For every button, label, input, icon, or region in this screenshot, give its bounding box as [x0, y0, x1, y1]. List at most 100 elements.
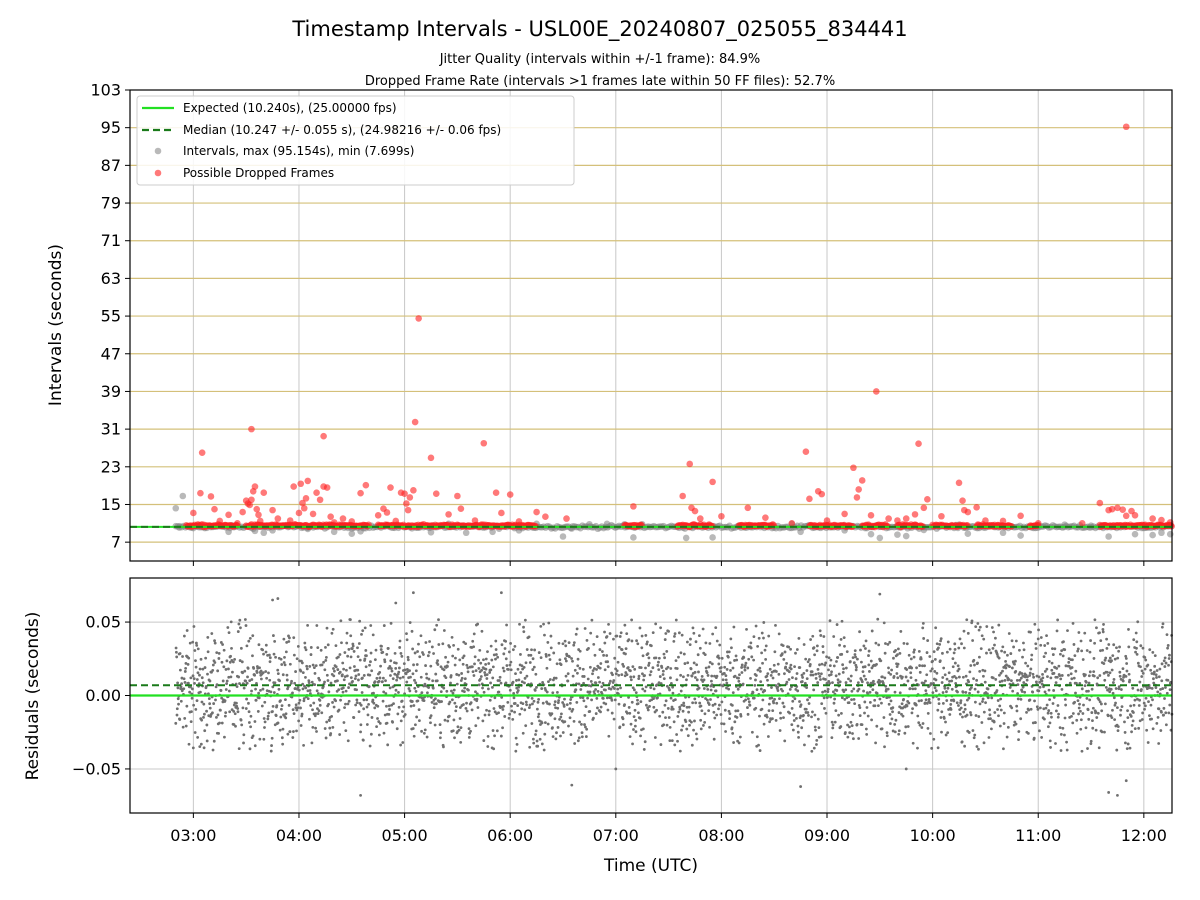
dropped-frame-point: [1034, 520, 1042, 527]
residual-point: [835, 623, 839, 626]
residual-point: [379, 648, 383, 651]
residual-point: [582, 699, 586, 703]
residual-point: [192, 625, 196, 628]
residual-point: [1141, 646, 1145, 650]
residual-point: [610, 698, 614, 702]
residual-point: [903, 731, 907, 735]
residual-point: [576, 739, 580, 743]
residual-point: [1041, 676, 1045, 680]
residual-point: [567, 641, 571, 645]
residual-point: [819, 672, 823, 676]
residual-point: [427, 677, 431, 681]
residual-point: [594, 681, 598, 685]
residual-point: [735, 658, 739, 662]
residual-point: [530, 696, 534, 700]
residual-point: [840, 711, 843, 715]
residual-point: [1078, 681, 1082, 685]
residual-point: [789, 663, 793, 667]
residual-point: [414, 681, 418, 685]
residual-point: [625, 632, 629, 636]
residual-point: [896, 676, 900, 680]
residual-point: [1138, 680, 1142, 684]
residual-point: [394, 688, 398, 692]
residual-point: [996, 708, 999, 711]
residual-point: [942, 716, 946, 720]
residual-point: [997, 714, 1000, 718]
residual-point: [176, 686, 180, 690]
residual-point: [192, 703, 196, 707]
residual-point: [875, 691, 879, 695]
residual-point: [862, 644, 866, 648]
residual-point: [1140, 718, 1144, 721]
residual-point: [719, 666, 723, 669]
residual-point: [519, 671, 523, 674]
intervals-y-tick-label: 7: [111, 533, 121, 552]
residual-point: [897, 732, 901, 736]
residual-point: [673, 635, 676, 638]
residual-point: [351, 680, 354, 683]
residual-point: [969, 713, 973, 717]
residual-point: [1055, 666, 1059, 670]
residual-point: [1093, 618, 1097, 622]
residual-point: [184, 666, 188, 670]
residual-point: [1148, 648, 1152, 652]
residual-point: [359, 793, 362, 797]
residual-point: [1026, 675, 1029, 679]
residual-point: [646, 708, 650, 712]
residual-point: [572, 641, 576, 645]
residual-point: [328, 726, 332, 730]
residual-point: [442, 629, 446, 632]
residual-point: [904, 767, 908, 771]
residual-point: [841, 663, 845, 667]
residual-point: [1138, 719, 1142, 723]
dropped-frame-point: [696, 515, 704, 522]
residual-point: [951, 665, 955, 669]
residual-point: [615, 634, 619, 638]
residual-point: [239, 646, 243, 650]
residual-point: [715, 639, 719, 643]
residual-point: [175, 707, 179, 711]
residual-point: [337, 688, 341, 692]
dropped-frame-point: [1017, 512, 1024, 520]
residual-point: [706, 688, 710, 691]
dropped-frame-point: [818, 490, 826, 498]
residual-point: [299, 669, 303, 673]
residual-point: [862, 689, 865, 693]
residual-point: [981, 697, 985, 701]
residual-point: [713, 702, 717, 706]
residual-point: [476, 622, 480, 626]
residual-point: [554, 676, 558, 680]
residual-point: [1151, 650, 1155, 654]
residual-point: [300, 712, 304, 716]
residual-point: [1075, 731, 1079, 735]
residual-point: [919, 657, 923, 661]
residual-point: [450, 698, 454, 702]
residual-point: [284, 650, 288, 654]
residual-point: [580, 731, 584, 735]
residual-point: [247, 721, 251, 724]
residual-point: [990, 727, 993, 731]
residual-point: [311, 725, 315, 729]
residual-point: [1116, 793, 1119, 797]
residual-point: [535, 686, 538, 689]
residual-point: [279, 657, 283, 661]
dropped-frame-point: [902, 515, 910, 522]
residual-point: [883, 676, 887, 680]
residual-point: [1079, 718, 1083, 722]
residual-point: [929, 732, 932, 735]
residual-point: [178, 718, 182, 721]
residual-point: [191, 674, 195, 678]
residual-point: [666, 665, 670, 669]
residual-point: [581, 696, 585, 700]
residual-point: [1049, 676, 1053, 680]
residual-point: [750, 730, 754, 734]
residual-point: [514, 736, 518, 740]
residual-point: [1043, 644, 1047, 647]
residual-point: [207, 697, 211, 701]
residuals-plot: −0.050.000.05 03:00 04:00 05:00 06:00 07:00 0…: [23, 577, 1174, 876]
residual-point: [1028, 674, 1032, 677]
residual-point: [496, 655, 500, 659]
residual-point: [1083, 631, 1087, 635]
residual-point: [983, 680, 987, 684]
residual-point: [961, 715, 964, 719]
